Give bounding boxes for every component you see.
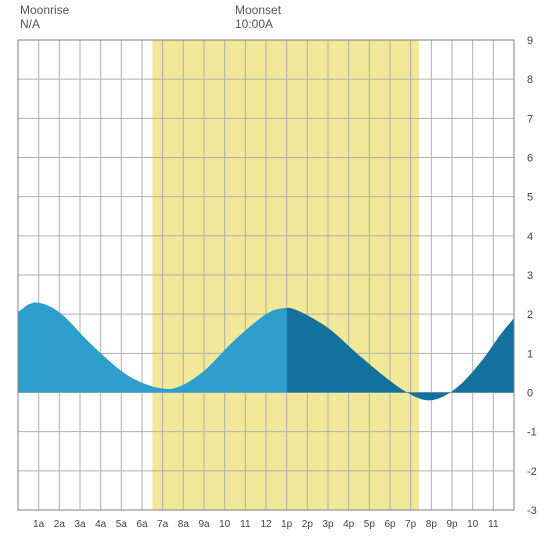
x-tick-label: 9p	[446, 519, 458, 530]
x-tick-label: 7a	[157, 519, 169, 530]
x-tick-label: 6a	[136, 519, 148, 530]
x-tick-label: 7p	[405, 519, 417, 530]
y-tick-label: -3	[527, 505, 537, 517]
y-tick-label: 1	[527, 348, 533, 360]
tide-chart-container: -3-2-101234567891a2a3a4a5a6a7a8a9a101112…	[0, 0, 550, 550]
x-tick-label: 11	[488, 519, 499, 530]
y-tick-label: 2	[527, 309, 533, 321]
y-tick-label: 6	[527, 153, 533, 165]
y-tick-label: 5	[527, 192, 533, 204]
y-tick-label: 3	[527, 270, 533, 282]
x-tick-label: 8p	[426, 519, 438, 530]
y-tick-label: 8	[527, 74, 533, 86]
x-tick-label: 8a	[178, 519, 190, 530]
x-tick-label: 2a	[54, 519, 66, 530]
tide-chart-svg: -3-2-101234567891a2a3a4a5a6a7a8a9a101112…	[0, 0, 550, 550]
x-tick-label: 10	[219, 519, 231, 530]
x-tick-label: 3p	[322, 519, 334, 530]
y-tick-label: -1	[527, 427, 537, 439]
x-tick-label: 3a	[74, 519, 86, 530]
x-tick-label: 12	[260, 519, 272, 530]
x-tick-label: 10	[467, 519, 479, 530]
y-tick-label: 4	[527, 231, 533, 243]
y-tick-label: 9	[527, 35, 533, 47]
x-tick-label: 11	[240, 519, 251, 530]
moonset-value: 10:00A	[235, 17, 273, 31]
y-tick-label: 7	[527, 113, 533, 125]
moonrise-label: Moonrise	[20, 3, 70, 17]
moonrise-value: N/A	[20, 17, 40, 31]
x-tick-label: 2p	[302, 519, 314, 530]
x-tick-label: 6p	[384, 519, 396, 530]
x-tick-label: 4a	[95, 519, 107, 530]
x-tick-label: 1a	[33, 519, 45, 530]
x-tick-label: 5a	[116, 519, 128, 530]
moonset-label: Moonset	[235, 3, 282, 17]
x-tick-label: 5p	[364, 519, 376, 530]
x-tick-label: 1p	[281, 519, 293, 530]
x-tick-label: 9a	[198, 519, 210, 530]
y-tick-label: 0	[527, 388, 533, 400]
x-tick-label: 4p	[343, 519, 355, 530]
y-tick-label: -2	[527, 466, 537, 478]
